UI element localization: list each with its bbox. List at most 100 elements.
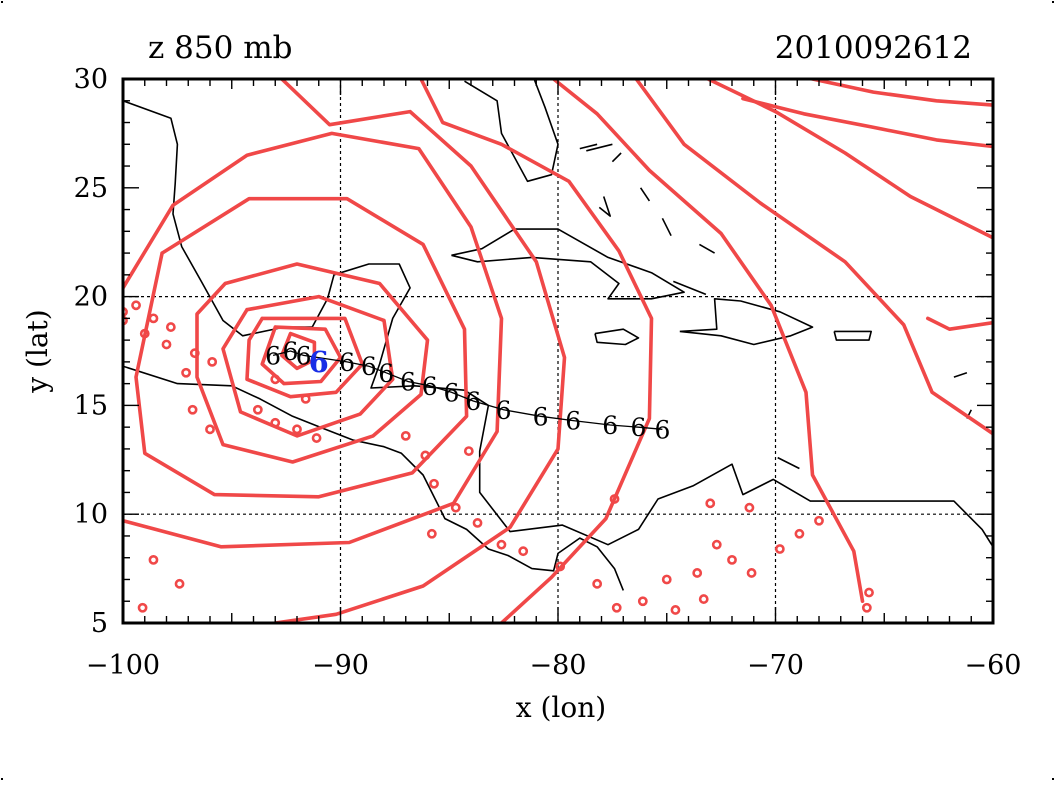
contour-fragments [123,300,874,615]
x-tick-label: −90 [312,650,369,681]
coastline [661,217,672,237]
contour-fragment [864,587,874,598]
contour-line [419,79,654,623]
coastline [598,196,612,217]
coastline [586,143,613,152]
contour-fragment [270,417,281,428]
contour-fragment [611,602,622,613]
track-marker-icon: 6 [378,359,394,388]
contour-fragment [131,300,141,311]
contour-fragment [705,498,716,509]
contour-fragment [637,596,648,607]
contour-fragment [161,339,172,350]
contour-fragment [794,528,805,539]
contour-fragment [814,515,824,526]
coastline [594,328,640,346]
contour-fragment [139,328,150,339]
contour-line [810,79,993,107]
track-marker-icon: 6 [443,378,459,407]
coastline [123,100,993,548]
current-position-marker-icon: 6 [309,345,329,379]
contour-fragment [148,554,159,565]
contour-line [260,325,343,386]
track-marker-icon: 6 [265,341,281,370]
contour-fragment [426,528,437,539]
tick-labels: −100 −90 −80 −70 −60 5 10 15 20 25 30 [74,64,1022,681]
contour-line [279,331,317,371]
contour-fragment [311,433,322,443]
x-tick-label: −70 [747,650,804,681]
track-marker-icon: 6 [496,396,512,425]
contour-fragment [744,502,755,513]
contour-fragment [189,348,200,359]
x-tick-label: −100 [86,650,160,681]
coastline [777,456,800,470]
coastline [833,330,873,341]
contour-line [245,316,365,399]
contour-fragment [165,322,176,332]
coastline [611,152,622,163]
contour-fragment [137,602,148,613]
contour-fragment [450,502,461,513]
contour-fragment [698,594,709,604]
track-marker-icon: 6 [533,402,549,431]
contour-line [134,196,469,499]
contour-line [741,96,993,149]
track-marker-icon: 6 [631,413,647,442]
contour-fragment [400,430,411,441]
contour-line [123,131,504,549]
coastline [579,143,598,150]
contour-fragment [252,404,263,415]
plot-area: 6 66 6 6 6 6 6 6 6 6 6 6 6 6 66 [123,79,993,623]
coastline [699,243,715,254]
contour-fragment [661,574,672,585]
gridlines [123,79,993,623]
contour-fragment [292,424,302,435]
contour-line [273,79,567,623]
contour-fragment [270,374,281,385]
coastline [464,79,559,183]
contour-fragment [774,544,785,554]
track-marker-icon: 6 [422,372,438,401]
coastline [639,187,651,202]
y-tick-label: 25 [74,173,108,204]
contour-fragment [861,602,872,613]
contour-fragment [518,546,529,557]
coastline [953,372,968,378]
timestamp: 2010092612 [775,30,972,66]
coastline [679,297,814,346]
track-marker-icon: 6 [361,352,377,381]
track-marker-icon: 6 [400,367,416,396]
field-label: z 850 mb [148,30,292,66]
track-marker-icon: 6 [565,407,581,436]
y-tick-label: 5 [91,608,108,639]
contour-fragment [207,356,218,367]
y-tick-label: 10 [74,499,108,530]
y-tick-label: 30 [74,64,108,95]
contour-fragment [300,393,311,404]
x-tick-label: −60 [965,650,1022,681]
track-line [272,350,663,430]
coastline [673,280,707,296]
x-axis-label: x (lon) [516,691,606,724]
y-tick-label: 20 [74,282,108,313]
contour-line [221,294,395,438]
coastline [451,228,685,300]
contour-fragment [420,450,431,461]
y-axis-label: y (lat) [21,309,54,393]
contour-fragment [746,568,757,578]
contour-fragment [429,478,439,489]
contour-fragment [555,561,566,572]
contour-fragment [711,539,722,550]
contour-line [925,316,993,332]
contour-fragment [472,518,483,528]
contour-fragment [174,578,185,589]
contour-fragment [670,605,681,615]
contour-fragment [496,539,507,550]
contour-fragment [692,568,703,578]
contour-line [551,79,865,604]
track-marker-icon: 6 [296,341,312,370]
storm-track: 6 66 6 6 6 6 6 6 6 6 6 6 6 6 66 [265,337,670,444]
